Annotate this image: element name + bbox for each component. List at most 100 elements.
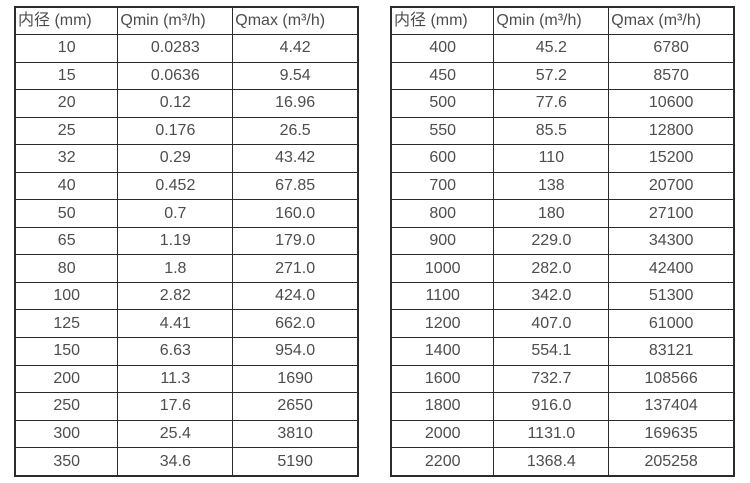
table-row: 700 138 20700 bbox=[390, 171, 735, 201]
table-row: 600 110 15200 bbox=[390, 144, 735, 173]
table-body: 400 45.2 6780 450 57.2 8570 500 77.6 10600 550 85.… bbox=[390, 34, 735, 477]
header-row: 内径 (mm) Qmin (m³/h) Qmax (m³/h) bbox=[14, 6, 359, 35]
table-cell: 900 bbox=[390, 226, 495, 256]
table-cell: 2650 bbox=[232, 392, 359, 421]
table-row: 1600 732.7 108566 bbox=[390, 364, 735, 394]
table-cell: 6780 bbox=[608, 34, 735, 63]
table-cell: 407.0 bbox=[493, 309, 610, 339]
table-cell: 137404 bbox=[608, 392, 735, 421]
table-cell: 12800 bbox=[608, 116, 735, 146]
table-cell: 15 bbox=[14, 61, 119, 91]
table-cell: 2000 bbox=[390, 419, 495, 449]
table-row: 20 0.12 16.96 bbox=[14, 89, 359, 118]
col-header-qmax: Qmax (m³/h) bbox=[232, 6, 359, 35]
table-cell: 80 bbox=[14, 254, 119, 283]
table-cell: 8570 bbox=[608, 61, 735, 91]
table-cell: 32 bbox=[14, 144, 119, 173]
table-cell: 1368.4 bbox=[493, 447, 610, 477]
table-cell: 0.176 bbox=[117, 116, 234, 146]
table-row: 1100 342.0 51300 bbox=[390, 281, 735, 311]
table-row: 1400 554.1 83121 bbox=[390, 337, 735, 366]
table-cell: 271.0 bbox=[232, 254, 359, 283]
table-cell: 1.19 bbox=[117, 226, 234, 256]
table-cell: 125 bbox=[14, 309, 119, 339]
table-cell: 0.29 bbox=[117, 144, 234, 173]
table-cell: 1000 bbox=[390, 254, 495, 283]
table-cell: 57.2 bbox=[493, 61, 610, 91]
table-cell: 1600 bbox=[390, 364, 495, 394]
table-cell: 43.42 bbox=[232, 144, 359, 173]
table-cell: 350 bbox=[14, 447, 119, 477]
table-cell: 554.1 bbox=[493, 337, 610, 366]
table-cell: 45.2 bbox=[493, 34, 610, 63]
table-cell: 282.0 bbox=[493, 254, 610, 283]
table-cell: 110 bbox=[493, 144, 610, 173]
table-cell: 25 bbox=[14, 116, 119, 146]
table-cell: 550 bbox=[390, 116, 495, 146]
table-cell: 9.54 bbox=[232, 61, 359, 91]
table-row: 300 25.4 3810 bbox=[14, 419, 359, 449]
table-row: 1200 407.0 61000 bbox=[390, 309, 735, 339]
table-cell: 138 bbox=[493, 171, 610, 201]
table-row: 125 4.41 662.0 bbox=[14, 309, 359, 339]
table-cell: 1200 bbox=[390, 309, 495, 339]
table-cell: 150 bbox=[14, 337, 119, 366]
table-cell: 800 bbox=[390, 199, 495, 228]
table-row: 40 0.452 67.85 bbox=[14, 171, 359, 201]
table-row: 100 2.82 424.0 bbox=[14, 281, 359, 311]
table-cell: 100 bbox=[14, 281, 119, 311]
table-cell: 1.8 bbox=[117, 254, 234, 283]
table-cell: 916.0 bbox=[493, 392, 610, 421]
table-cell: 67.85 bbox=[232, 171, 359, 201]
table-cell: 300 bbox=[14, 419, 119, 449]
table-cell: 205258 bbox=[608, 447, 735, 477]
table-cell: 424.0 bbox=[232, 281, 359, 311]
table-row: 200 11.3 1690 bbox=[14, 364, 359, 394]
table-row: 550 85.5 12800 bbox=[390, 116, 735, 146]
col-header-qmin: Qmin (m³/h) bbox=[493, 6, 610, 35]
table-cell: 954.0 bbox=[232, 337, 359, 366]
table-cell: 15200 bbox=[608, 144, 735, 173]
table-cell: 27100 bbox=[608, 199, 735, 228]
table-cell: 342.0 bbox=[493, 281, 610, 311]
table-row: 800 180 27100 bbox=[390, 199, 735, 228]
table-cell: 500 bbox=[390, 89, 495, 118]
table-cell: 169635 bbox=[608, 419, 735, 449]
header-row: 内径 (mm) Qmin (m³/h) Qmax (m³/h) bbox=[390, 6, 735, 35]
table-cell: 11.3 bbox=[117, 364, 234, 394]
col-header-inner-diameter: 内径 (mm) bbox=[390, 6, 495, 35]
col-header-qmin: Qmin (m³/h) bbox=[117, 6, 234, 35]
table-cell: 450 bbox=[390, 61, 495, 91]
table-cell: 65 bbox=[14, 226, 119, 256]
table-cell: 61000 bbox=[608, 309, 735, 339]
table-cell: 26.5 bbox=[232, 116, 359, 146]
table-cell: 20 bbox=[14, 89, 119, 118]
table-row: 350 34.6 5190 bbox=[14, 447, 359, 477]
table-row: 15 0.0636 9.54 bbox=[14, 61, 359, 91]
table-row: 50 0.7 160.0 bbox=[14, 199, 359, 228]
table-cell: 0.452 bbox=[117, 171, 234, 201]
table-cell: 1800 bbox=[390, 392, 495, 421]
table-cell: 50 bbox=[14, 199, 119, 228]
table-cell: 400 bbox=[390, 34, 495, 63]
table-cell: 1400 bbox=[390, 337, 495, 366]
table-cell: 1131.0 bbox=[493, 419, 610, 449]
table-cell: 34300 bbox=[608, 226, 735, 256]
table-row: 1000 282.0 42400 bbox=[390, 254, 735, 283]
table-cell: 700 bbox=[390, 171, 495, 201]
table-row: 25 0.176 26.5 bbox=[14, 116, 359, 146]
table-row: 65 1.19 179.0 bbox=[14, 226, 359, 256]
table-cell: 17.6 bbox=[117, 392, 234, 421]
table-cell: 25.4 bbox=[117, 419, 234, 449]
table-cell: 77.6 bbox=[493, 89, 610, 118]
table-cell: 83121 bbox=[608, 337, 735, 366]
table-cell: 0.0636 bbox=[117, 61, 234, 91]
table-cell: 34.6 bbox=[117, 447, 234, 477]
table-cell: 1690 bbox=[232, 364, 359, 394]
table-row: 400 45.2 6780 bbox=[390, 34, 735, 63]
table-cell: 6.63 bbox=[117, 337, 234, 366]
table-cell: 662.0 bbox=[232, 309, 359, 339]
table-cell: 0.12 bbox=[117, 89, 234, 118]
table-cell: 2200 bbox=[390, 447, 495, 477]
